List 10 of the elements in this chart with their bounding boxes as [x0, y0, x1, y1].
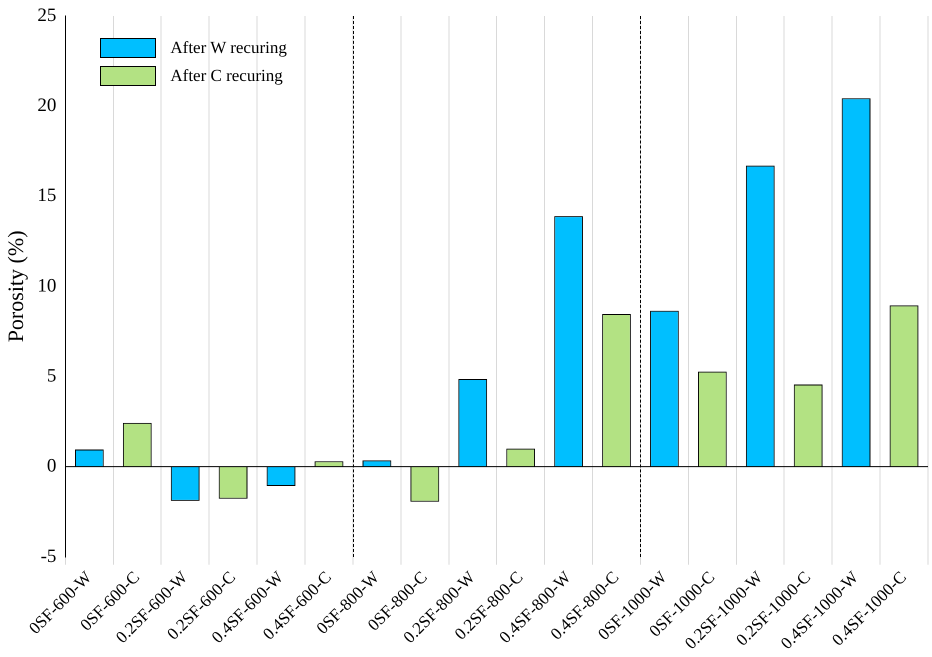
y-tick-label: 25 — [37, 4, 56, 26]
y-tick-label: 10 — [37, 275, 56, 296]
y-tick-label: 5 — [46, 366, 56, 387]
legend-label: After W recuring — [170, 38, 287, 58]
y-tick-label: -5 — [40, 546, 56, 567]
y-tick-label: 0 — [46, 456, 56, 477]
y-axis-title: Porosity (%) — [2, 230, 28, 342]
y-tick-label: 20 — [37, 95, 56, 116]
y-tick-label: 15 — [37, 185, 56, 206]
legend-label: After C recuring — [170, 66, 283, 86]
